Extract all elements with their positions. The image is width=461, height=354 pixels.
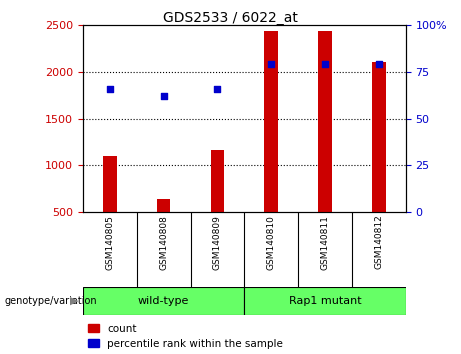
Bar	[83, 287, 244, 315]
Text: GSM140809: GSM140809	[213, 215, 222, 269]
Text: GSM140810: GSM140810	[267, 215, 276, 269]
Text: GDS2533 / 6022_at: GDS2533 / 6022_at	[163, 11, 298, 25]
Bar	[211, 149, 224, 259]
Point	[160, 93, 167, 99]
Point	[375, 61, 383, 67]
Bar	[244, 287, 406, 315]
Text: GSM140812: GSM140812	[374, 215, 383, 269]
Text: GSM140805: GSM140805	[106, 215, 114, 269]
Bar	[103, 156, 117, 259]
Point	[214, 86, 221, 91]
Point	[321, 61, 329, 67]
Text: wild-type: wild-type	[138, 296, 189, 306]
Bar	[372, 62, 385, 259]
Bar	[318, 32, 332, 259]
Point	[267, 61, 275, 67]
Bar	[157, 199, 171, 259]
Text: genotype/variation: genotype/variation	[5, 296, 97, 306]
Point	[106, 86, 113, 91]
Text: GSM140808: GSM140808	[159, 215, 168, 269]
Legend: count, percentile rank within the sample: count, percentile rank within the sample	[88, 324, 283, 349]
Text: Rap1 mutant: Rap1 mutant	[289, 296, 361, 306]
Text: ▶: ▶	[70, 296, 78, 306]
Text: GSM140811: GSM140811	[320, 215, 330, 269]
Bar	[265, 32, 278, 259]
